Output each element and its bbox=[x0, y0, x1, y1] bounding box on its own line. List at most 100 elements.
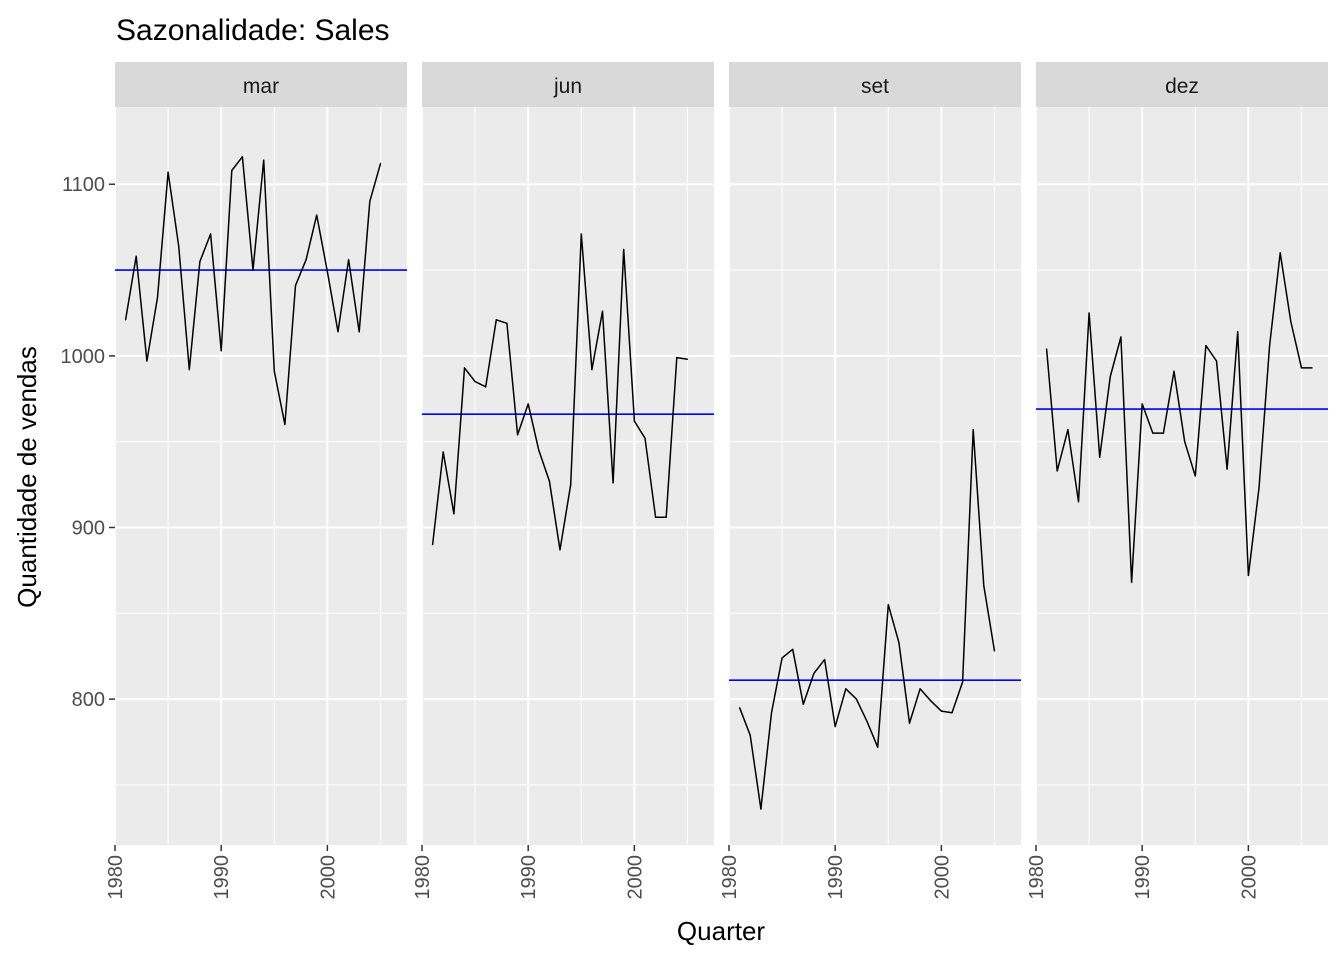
x-tick-label: 1980 bbox=[412, 855, 434, 900]
data-point bbox=[665, 516, 667, 518]
data-point bbox=[760, 808, 762, 810]
panel-background bbox=[115, 107, 407, 845]
facet-strip bbox=[1036, 62, 1328, 107]
data-point bbox=[919, 688, 921, 690]
x-tick-label: 1990 bbox=[518, 855, 540, 900]
data-point bbox=[432, 544, 434, 546]
data-point bbox=[739, 707, 741, 709]
x-tick-label: 2000 bbox=[624, 855, 646, 900]
data-point bbox=[802, 703, 804, 705]
facet-strip bbox=[115, 62, 407, 107]
y-axis: 800 900 1000 1100 bbox=[61, 174, 115, 711]
data-point bbox=[273, 370, 275, 372]
data-point bbox=[146, 360, 148, 362]
data-point bbox=[209, 233, 212, 235]
data-point bbox=[781, 657, 783, 659]
x-tick-label: 2000 bbox=[1238, 855, 1260, 900]
data-point bbox=[135, 255, 137, 257]
data-point bbox=[686, 358, 689, 360]
data-point bbox=[1290, 320, 1292, 323]
data-point bbox=[1109, 375, 1111, 378]
data-point bbox=[1194, 475, 1196, 477]
data-point bbox=[962, 681, 964, 683]
data-point bbox=[538, 449, 540, 451]
data-point bbox=[559, 549, 561, 551]
data-point bbox=[474, 381, 476, 383]
data-point bbox=[1162, 432, 1165, 434]
data-point bbox=[252, 269, 254, 271]
data-point bbox=[1269, 344, 1271, 347]
data-point bbox=[167, 171, 169, 173]
data-point bbox=[887, 604, 889, 606]
data-point bbox=[220, 350, 222, 352]
facet-strip bbox=[422, 62, 714, 107]
data-point bbox=[930, 700, 932, 702]
panel-background bbox=[422, 107, 714, 845]
data-point bbox=[570, 483, 572, 486]
data-point bbox=[845, 688, 847, 690]
data-point bbox=[1067, 429, 1069, 431]
data-point bbox=[125, 319, 127, 321]
data-point bbox=[442, 451, 444, 453]
data-point bbox=[305, 259, 307, 261]
data-point bbox=[156, 296, 159, 299]
data-point bbox=[1279, 252, 1281, 254]
data-point bbox=[908, 722, 911, 724]
data-point bbox=[1130, 581, 1133, 584]
data-point bbox=[516, 434, 519, 436]
facet-panel-dez: dez 1980 1990 2000 bbox=[1026, 62, 1328, 900]
data-point bbox=[178, 245, 180, 247]
data-point bbox=[644, 437, 646, 439]
data-point bbox=[548, 480, 551, 482]
x-tick-label: 1990 bbox=[825, 855, 847, 900]
x-tick-label: 1980 bbox=[719, 855, 741, 900]
data-point bbox=[1300, 367, 1303, 369]
facet-strip-label: set bbox=[861, 75, 889, 98]
data-point bbox=[898, 641, 900, 644]
data-point bbox=[940, 710, 942, 712]
data-point bbox=[1184, 441, 1186, 443]
data-point bbox=[1152, 432, 1154, 434]
facet-strip bbox=[729, 62, 1021, 107]
data-point bbox=[749, 734, 751, 736]
data-point bbox=[612, 482, 614, 484]
y-axis-title: Quantidade de vendas bbox=[12, 346, 42, 608]
data-point bbox=[326, 271, 328, 273]
data-point bbox=[495, 319, 497, 321]
data-point bbox=[188, 368, 190, 371]
x-tick-label: 2000 bbox=[317, 855, 339, 900]
data-point bbox=[866, 720, 868, 723]
data-point bbox=[527, 403, 529, 405]
x-tick-label: 1990 bbox=[211, 855, 233, 900]
y-tick-label: 1100 bbox=[62, 174, 105, 196]
data-point bbox=[1215, 360, 1218, 362]
facet-panel-mar: mar 1980 1990 2000 bbox=[105, 62, 407, 900]
x-tick-label: 2000 bbox=[931, 855, 953, 900]
data-point bbox=[1237, 331, 1239, 333]
data-point bbox=[263, 159, 265, 161]
facet-panel-set: set 1980 1990 2000 bbox=[719, 62, 1021, 900]
x-axis-title: Quarter bbox=[677, 916, 765, 946]
data-point bbox=[1056, 470, 1058, 472]
facet-strip-label: jun bbox=[553, 75, 582, 98]
data-point bbox=[792, 648, 794, 650]
data-point bbox=[972, 429, 974, 431]
data-point bbox=[601, 310, 604, 312]
data-point bbox=[337, 331, 339, 333]
data-point bbox=[241, 156, 244, 158]
data-point bbox=[485, 386, 487, 388]
data-point bbox=[1226, 468, 1228, 470]
x-tick-label: 1980 bbox=[1026, 855, 1048, 900]
data-point bbox=[1173, 370, 1175, 372]
data-point bbox=[1141, 403, 1143, 405]
data-point bbox=[316, 214, 318, 216]
chart-title: Sazonalidade: Sales bbox=[116, 14, 390, 47]
y-tick-label: 800 bbox=[72, 689, 105, 711]
y-tick-label: 1000 bbox=[61, 346, 106, 368]
facet-panels: mar 1980 1990 2000 jun 1980 1990 2000 set 1980 199… bbox=[105, 62, 1328, 900]
data-point bbox=[1205, 344, 1207, 347]
data-point bbox=[1258, 487, 1260, 489]
data-point bbox=[199, 260, 201, 263]
x-tick-label: 1980 bbox=[105, 855, 127, 900]
